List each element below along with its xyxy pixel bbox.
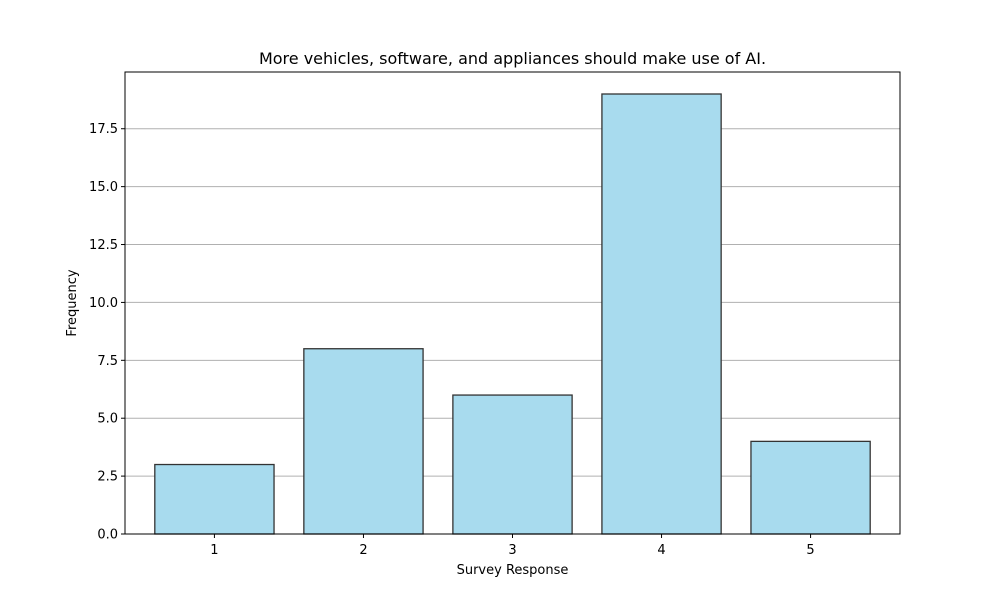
y-axis-ticks: 0.0 2.5 5.0 7.5 10.0 12.5 15.0 17.5 (89, 122, 125, 543)
bars (154, 93, 871, 535)
x-axis-label: Survey Response (457, 563, 569, 578)
x-tick-label: 4 (657, 543, 665, 558)
bar-3 (452, 394, 573, 535)
x-axis-ticks: 1 2 3 4 5 (210, 534, 815, 558)
y-tick-label: 0.0 (97, 528, 118, 543)
x-tick-label: 1 (210, 543, 218, 558)
y-tick-label: 5.0 (97, 412, 118, 427)
y-tick-label: 12.5 (89, 238, 118, 253)
x-tick-label: 5 (806, 543, 814, 558)
y-axis-label: Frequency (65, 269, 80, 336)
chart-title: More vehicles, software, and appliances … (259, 49, 766, 68)
y-tick-label: 17.5 (89, 122, 118, 137)
bar-1 (154, 463, 275, 535)
y-tick-label: 15.0 (89, 180, 118, 195)
y-tick-label: 2.5 (97, 470, 118, 485)
bar-2 (303, 348, 424, 535)
y-tick-label: 7.5 (97, 354, 118, 369)
x-tick-label: 3 (508, 543, 516, 558)
x-tick-label: 2 (359, 543, 367, 558)
bar-5 (750, 440, 871, 535)
bar-4 (601, 93, 722, 535)
y-tick-label: 10.0 (89, 296, 118, 311)
